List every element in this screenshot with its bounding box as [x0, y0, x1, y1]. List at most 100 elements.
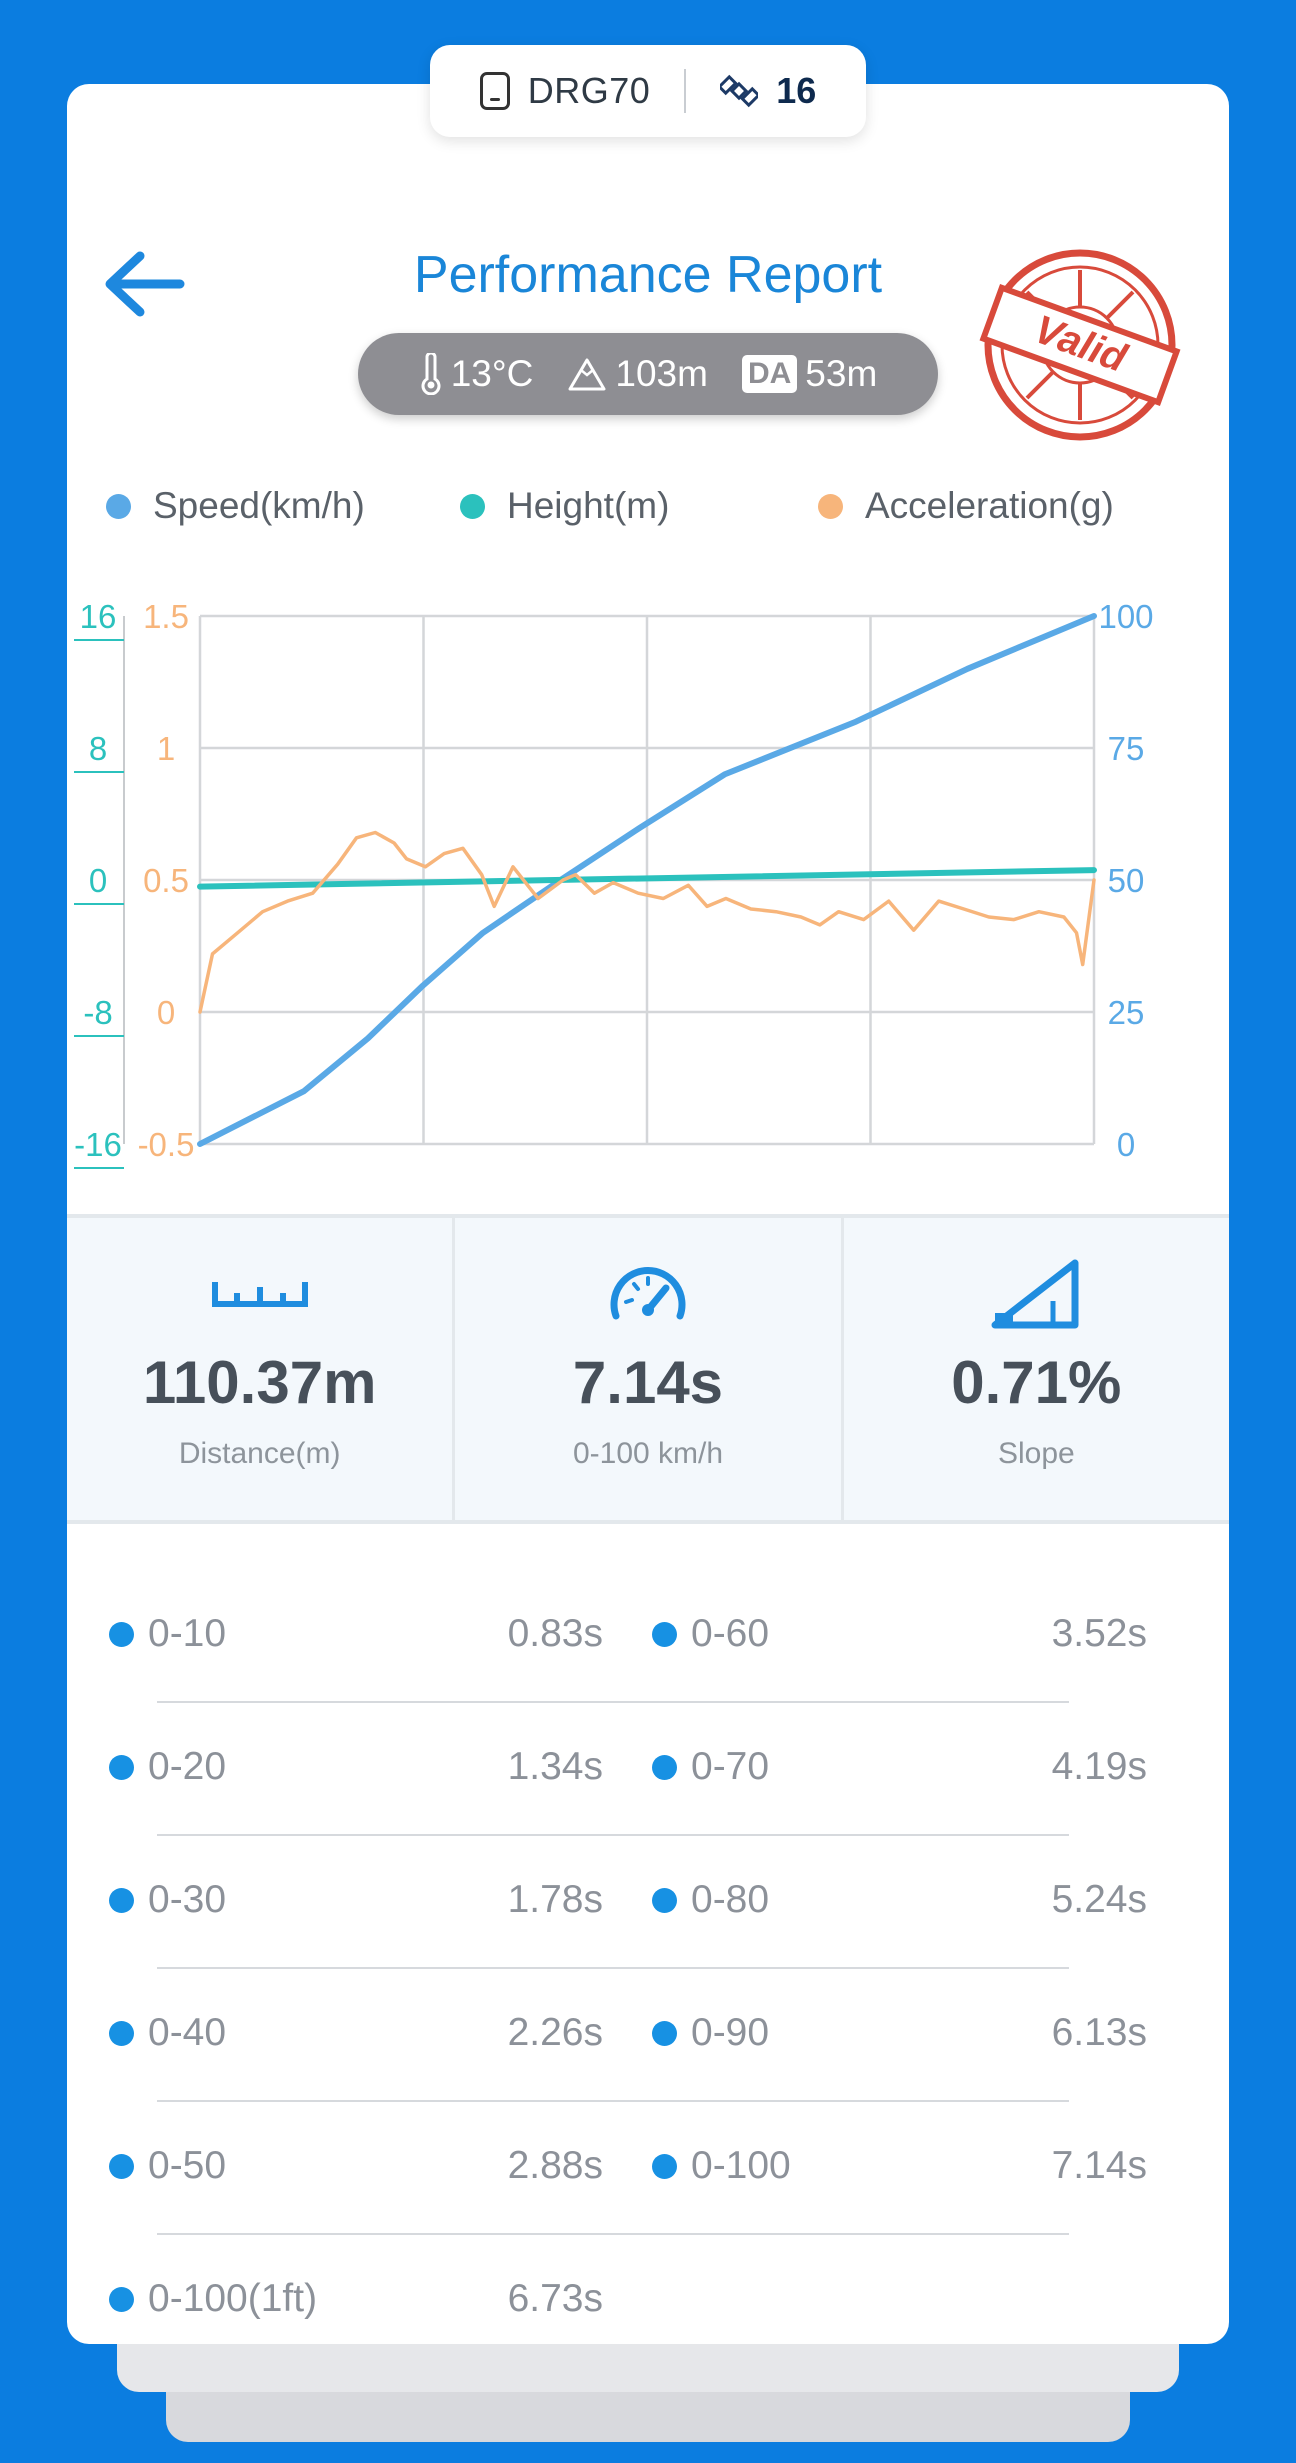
acceleration-tick-label: 0 — [157, 994, 175, 1031]
split-dot — [109, 2286, 134, 2312]
legend-label-acceleration: Acceleration(g) — [865, 485, 1114, 526]
acceleration-tick-label: 1.5 — [143, 598, 189, 635]
speed-tick-label: 0 — [1117, 1126, 1135, 1163]
split-time-value: 0.83s — [507, 1612, 603, 1655]
distance-label: Distance(m) — [178, 1437, 341, 1470]
split-item: 0-90 — [652, 2011, 769, 2055]
split-item: 0-20 — [109, 1745, 226, 1789]
split-dot — [652, 1887, 677, 1913]
legend-acceleration[interactable]: Acceleration(g) — [818, 485, 1114, 527]
split-label: 0-10 — [148, 1612, 227, 1655]
split-row: 0-10 0.83s 0-60 3.52s — [67, 1570, 1229, 1703]
split-time-value: 1.34s — [507, 1745, 603, 1788]
zero-to-hundred-label: 0-100 km/h — [572, 1437, 724, 1470]
temperature-item: 13°C — [419, 353, 534, 395]
satellite-count: 16 — [776, 70, 817, 111]
acceleration-series-line — [198, 830, 1096, 1014]
legend-label-speed: Speed(km/h) — [153, 485, 365, 526]
legend-dot-speed — [106, 493, 131, 519]
split-time-value: 4.19s — [1051, 1745, 1147, 1788]
distance-value: 110.37m — [142, 1349, 377, 1416]
split-item: 0-80 — [652, 1878, 769, 1922]
split-item: 0-100 — [652, 2144, 791, 2188]
split-label: 0-30 — [148, 1878, 227, 1921]
ruler-icon — [211, 1282, 308, 1307]
split-item: 0-70 — [652, 1745, 769, 1789]
chart-series — [197, 613, 1097, 1147]
mountain-icon — [568, 358, 606, 391]
split-dot — [109, 1754, 134, 1780]
split-row: 0-50 2.88s 0-100 7.14s — [67, 2102, 1229, 2235]
altitude-item: 103m — [567, 353, 708, 395]
split-time-value: 3.52s — [1051, 1612, 1147, 1655]
split-label: 0-20 — [148, 1745, 227, 1788]
split-time: 2.88s — [497, 2144, 603, 2188]
height-tick-label: -16 — [74, 1126, 122, 1163]
chart-axes: 16 8 0 -8 -16 1.5 1 0.5 0 -0.5 100 75 50 25 0 — [74, 598, 1154, 1169]
split-label: 0-90 — [691, 2011, 770, 2054]
split-time: 2.26s — [497, 2011, 603, 2055]
split-dot — [109, 2020, 134, 2046]
legend-speed[interactable]: Speed(km/h) — [106, 485, 365, 527]
split-label: 0-50 — [148, 2144, 227, 2187]
split-dot — [652, 2020, 677, 2046]
slope-icon — [991, 1259, 1079, 1329]
thermometer-icon — [421, 353, 441, 395]
conditions-pill: 13°C 103m DA 53m — [358, 333, 938, 415]
density-altitude-value: 53m — [805, 353, 878, 394]
split-dot — [109, 1621, 134, 1647]
split-time: 6.73s — [497, 2277, 603, 2321]
split-divider — [157, 1967, 1069, 1969]
page-title: Performance Report — [413, 246, 883, 304]
split-item: 0-30 — [109, 1878, 226, 1922]
split-label: 0-100 — [691, 2144, 791, 2187]
split-dot — [652, 1621, 677, 1647]
split-time-value: 7.14s — [1051, 2144, 1147, 2187]
satellite-icon — [720, 74, 759, 108]
split-time: 3.52s — [1012, 1612, 1147, 1656]
legend-dot-acceleration — [818, 493, 843, 519]
split-time: 1.78s — [497, 1878, 603, 1922]
stat-distance: 110.37m Distance(m) — [67, 1218, 452, 1520]
altitude-value: 103m — [615, 353, 708, 394]
split-label: 0-60 — [691, 1612, 770, 1655]
stats-panel: 110.37m Distance(m) 7.14s 0-100 km/h 0.7… — [67, 1214, 1229, 1524]
stat-slope: 0.71% Slope — [840, 1218, 1229, 1520]
split-item: 0-10 — [109, 1612, 226, 1656]
height-tick-label: 0 — [89, 862, 107, 899]
height-tick-label: 16 — [80, 598, 117, 635]
split-label: 0-80 — [691, 1878, 770, 1921]
acceleration-tick-label: -0.5 — [138, 1126, 195, 1163]
device-pill[interactable]: DRG70 16 — [430, 45, 866, 137]
split-item: 0-50 — [109, 2144, 226, 2188]
slope-label: Slope — [997, 1437, 1075, 1470]
speed-tick-label: 25 — [1108, 994, 1145, 1031]
chart-legend: Speed(km/h) Height(m) Acceleration(g) — [0, 485, 1296, 535]
split-divider — [157, 1701, 1069, 1703]
split-item: 0-100(1ft) — [109, 2277, 317, 2321]
split-time: 1.34s — [497, 1745, 603, 1789]
density-altitude-item: DA 53m — [741, 353, 878, 395]
split-divider — [157, 2100, 1069, 2102]
split-time-value: 2.88s — [507, 2144, 603, 2187]
split-time: 4.19s — [1012, 1745, 1147, 1789]
split-divider — [157, 2233, 1069, 2235]
speed-tick-label: 50 — [1108, 862, 1145, 899]
legend-label-height: Height(m) — [507, 485, 670, 526]
split-times-list: 0-10 0.83s 0-60 3.52s 0-20 1.34s 0-70 4.19s 0-30… — [67, 1570, 1229, 2368]
split-dot — [652, 2153, 677, 2179]
zero-to-hundred-value: 7.14s — [572, 1349, 724, 1416]
back-arrow-icon[interactable] — [100, 248, 186, 320]
split-dot — [109, 1887, 134, 1913]
valid-stamp: Valid — [979, 249, 1181, 441]
height-tick-label: 8 — [89, 730, 107, 767]
split-time: 6.13s — [1012, 2011, 1147, 2055]
performance-chart: 16 8 0 -8 -16 1.5 1 0.5 0 -0.5 100 75 50 25 0 — [74, 598, 1154, 1169]
split-time-value: 6.13s — [1051, 2011, 1147, 2054]
legend-dot-height — [460, 493, 485, 519]
temperature-value: 13°C — [450, 353, 534, 394]
split-time: 5.24s — [1012, 1878, 1147, 1922]
speedometer-icon — [610, 1267, 686, 1320]
split-time-value: 5.24s — [1051, 1878, 1147, 1921]
legend-height[interactable]: Height(m) — [460, 485, 669, 527]
